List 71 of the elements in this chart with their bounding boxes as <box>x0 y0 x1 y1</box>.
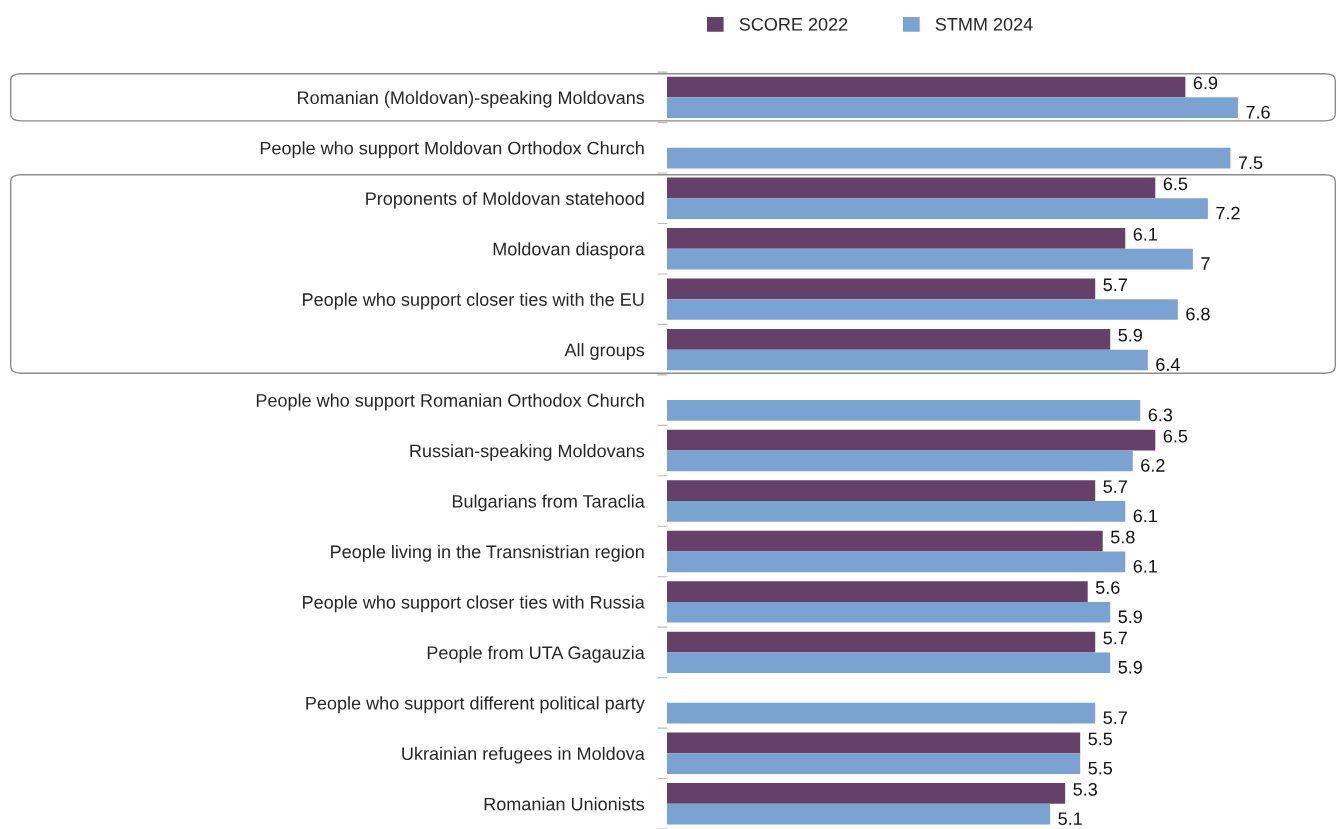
bar <box>666 400 1141 421</box>
data-label: 5.9 <box>1118 328 1142 342</box>
bar <box>666 198 1208 219</box>
y-tick-label: People who support closer ties with the EU <box>303 292 644 310</box>
data-label: 6.1 <box>1133 559 1157 573</box>
y-tick-label: All groups <box>564 343 645 360</box>
y-tick-label: Russian-speaking Moldovans <box>410 444 645 461</box>
data-label: 6.8 <box>1186 307 1210 321</box>
y-tick-label: Ukrainian refugees in Moldova <box>402 746 645 764</box>
legend-label: STMM 2024 <box>935 17 1033 31</box>
data-label: 5.7 <box>1103 711 1127 725</box>
bar <box>666 753 1081 774</box>
bar <box>666 783 1066 804</box>
y-tick-label: Proponents of Moldovan statehood <box>366 191 644 209</box>
bar <box>666 652 1111 674</box>
data-label: 5.7 <box>1103 278 1127 292</box>
data-label: 5.8 <box>1110 530 1135 544</box>
bar <box>666 97 1238 119</box>
data-label: 5.5 <box>1088 761 1113 775</box>
y-tick-label: Moldovan diaspora <box>493 242 645 260</box>
bar <box>666 228 1126 249</box>
bar <box>666 631 1096 653</box>
data-label: 5.9 <box>1118 610 1142 624</box>
bar <box>666 732 1081 754</box>
bar <box>666 429 1156 451</box>
y-tick-label: Romanian (Moldovan)-speaking Moldovans <box>298 90 645 108</box>
data-label: 6.3 <box>1148 408 1173 422</box>
data-label: 5.7 <box>1103 480 1127 493</box>
data-label: 7.5 <box>1238 156 1263 170</box>
bar <box>666 601 1111 623</box>
bar <box>666 480 1096 502</box>
data-label: 7.2 <box>1216 206 1240 220</box>
data-label: 6.1 <box>1133 509 1157 523</box>
y-tick-label: People from UTA Gagauzia <box>427 645 645 663</box>
legend-label: SCORE 2022 <box>739 17 848 31</box>
data-label: 7 <box>1201 257 1210 270</box>
data-label: 6.5 <box>1163 177 1188 191</box>
y-tick-label: People who support different political party <box>306 696 645 714</box>
bar <box>666 450 1133 472</box>
y-tick-label: People who support closer ties with Russia <box>303 595 645 613</box>
bar <box>666 702 1096 724</box>
data-label: 6.5 <box>1163 429 1188 443</box>
y-tick-label: Bulgarians from Taraclia <box>452 494 645 512</box>
data-label: 6.2 <box>1141 459 1165 472</box>
data-label: 6.4 <box>1156 358 1180 371</box>
bar <box>666 328 1111 350</box>
y-tick-label: People living in the Transnistrian region <box>331 544 644 562</box>
data-label: 7.6 <box>1246 105 1270 119</box>
data-label: 5.7 <box>1103 631 1127 645</box>
bar <box>666 530 1103 552</box>
bar <box>666 299 1178 320</box>
data-label: 5.3 <box>1073 782 1097 796</box>
data-label: 5.1 <box>1058 812 1082 826</box>
y-tick-label: People who support Moldovan Orthodox Church <box>260 141 644 159</box>
bar <box>666 581 1088 602</box>
y-tick-label: Romanian Unionists <box>484 797 645 811</box>
bar <box>666 349 1148 371</box>
bar <box>666 76 1186 98</box>
bar <box>666 278 1096 300</box>
data-label: 5.9 <box>1118 660 1142 674</box>
bar <box>666 177 1156 199</box>
data-label: 6.1 <box>1133 227 1157 241</box>
bar <box>666 248 1193 270</box>
bar <box>666 803 1051 825</box>
data-label: 5.5 <box>1088 732 1113 746</box>
bar <box>666 501 1126 522</box>
y-tick-label: People who support Romanian Orthodox Church <box>256 393 644 411</box>
data-label: 5.6 <box>1095 581 1120 594</box>
bar <box>666 551 1126 573</box>
data-label: 6.9 <box>1193 76 1218 90</box>
bar <box>666 147 1231 169</box>
